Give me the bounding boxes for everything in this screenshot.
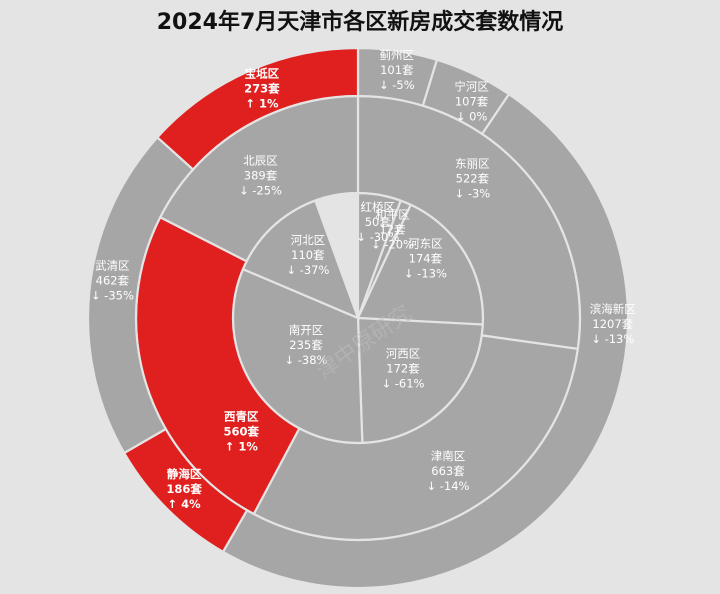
district-name: 红桥区	[361, 200, 396, 214]
district-name: 河西区	[386, 347, 421, 361]
sales-count: 110套	[291, 248, 325, 262]
yoy-change: ↓ -25%	[239, 184, 282, 198]
slice-label-outer-0: 蓟州区 101套↓ -5%	[379, 48, 415, 92]
district-name: 北辰区	[243, 154, 278, 168]
slice-label-inner-3: 河西区 172套↓ -61%	[381, 347, 424, 391]
slice-outer-5	[155, 46, 360, 172]
district-name: 静海区	[167, 467, 202, 481]
yoy-change: ↓ -13%	[404, 266, 447, 280]
sales-count: 273套	[244, 82, 280, 96]
yoy-change: ↓ -38%	[284, 353, 327, 367]
slice-label-middle-0: 东丽区 522套↓ -3%	[455, 157, 491, 201]
sales-count: 1207套	[592, 317, 633, 331]
yoy-change: ↓ -61%	[381, 377, 424, 391]
district-name: 宁河区	[454, 79, 489, 93]
slice-label-outer-2: 滨海新区 1207套↓ -13%	[590, 302, 636, 346]
sales-count: 174套	[409, 251, 443, 265]
district-name: 东丽区	[455, 157, 490, 171]
sales-count: 186套	[166, 482, 202, 496]
slice-label-inner-4: 南开区 235套↓ -38%	[284, 323, 327, 367]
slice-label-inner-0: 红桥区 50套↓ -30%	[356, 200, 399, 244]
yoy-change: ↓ -35%	[91, 289, 134, 303]
slice-label-middle-1: 津南区 663套↓ -14%	[426, 449, 469, 493]
sales-count: 462套	[96, 274, 130, 288]
district-name: 滨海新区	[590, 302, 636, 316]
slice-label-outer-5: 宝坻区 273套↑ 1%	[244, 67, 280, 111]
slice-label-inner-1: 和平区 12套↓ -20%	[371, 208, 414, 252]
yoy-change: ↑ 4%	[168, 497, 202, 511]
sales-count: 107套	[455, 94, 489, 108]
yoy-change: ↓ -14%	[426, 479, 469, 493]
district-name: 河北区	[291, 233, 326, 247]
district-name: 津南区	[431, 449, 466, 463]
district-name: 西青区	[224, 410, 259, 424]
sales-count: 663套	[431, 464, 465, 478]
slice-label-inner-2: 河东区 174套↓ -13%	[404, 236, 447, 280]
sales-count: 522套	[456, 172, 490, 186]
sales-count: 50套	[365, 215, 392, 229]
slice-label-middle-3: 北辰区 389套↓ -25%	[239, 154, 282, 198]
sales-count: 560套	[224, 425, 260, 439]
sales-count: 235套	[289, 338, 323, 352]
district-name: 蓟州区	[380, 48, 415, 62]
sales-count: 172套	[386, 362, 420, 376]
sales-count: 101套	[380, 63, 414, 77]
sales-count: 12套	[379, 223, 406, 237]
slice-label-outer-4: 武清区 462套↓ -35%	[91, 259, 134, 303]
chart-title: 2024年7月天津市各区新房成交套数情况	[156, 10, 564, 35]
sales-count: 389套	[244, 169, 278, 183]
slices-layer	[86, 46, 630, 590]
slice-outer-2	[221, 92, 630, 590]
district-name: 宝坻区	[245, 67, 280, 81]
yoy-change: ↑ 1%	[225, 440, 259, 454]
yoy-change: ↓ -13%	[591, 332, 634, 346]
yoy-change: ↑ 1%	[245, 97, 279, 111]
slice-label-outer-1: 宁河区 107套↓ 0%	[454, 79, 489, 123]
slice-label-outer-3: 静海区 186套↑ 4%	[166, 467, 202, 511]
yoy-change: ↓ -20%	[371, 238, 414, 252]
yoy-change: ↓ -5%	[379, 78, 415, 92]
yoy-change: ↓ 0%	[456, 109, 488, 123]
yoy-change: ↓ -3%	[455, 187, 491, 201]
district-name: 河东区	[408, 236, 443, 250]
district-name: 和平区	[375, 208, 410, 222]
district-name: 武清区	[95, 259, 130, 273]
slice-label-inner-5: 河北区 110套↓ -37%	[286, 233, 329, 277]
labels-layer: 红桥区 50套↓ -30%和平区 12套↓ -20%河东区 174套↓ -13%河西区…	[91, 48, 636, 511]
slice-label-middle-2: 西青区 560套↑ 1%	[224, 410, 260, 454]
district-name: 南开区	[289, 323, 324, 337]
yoy-change: ↓ -37%	[286, 263, 329, 277]
yoy-change: ↓ -30%	[356, 230, 399, 244]
